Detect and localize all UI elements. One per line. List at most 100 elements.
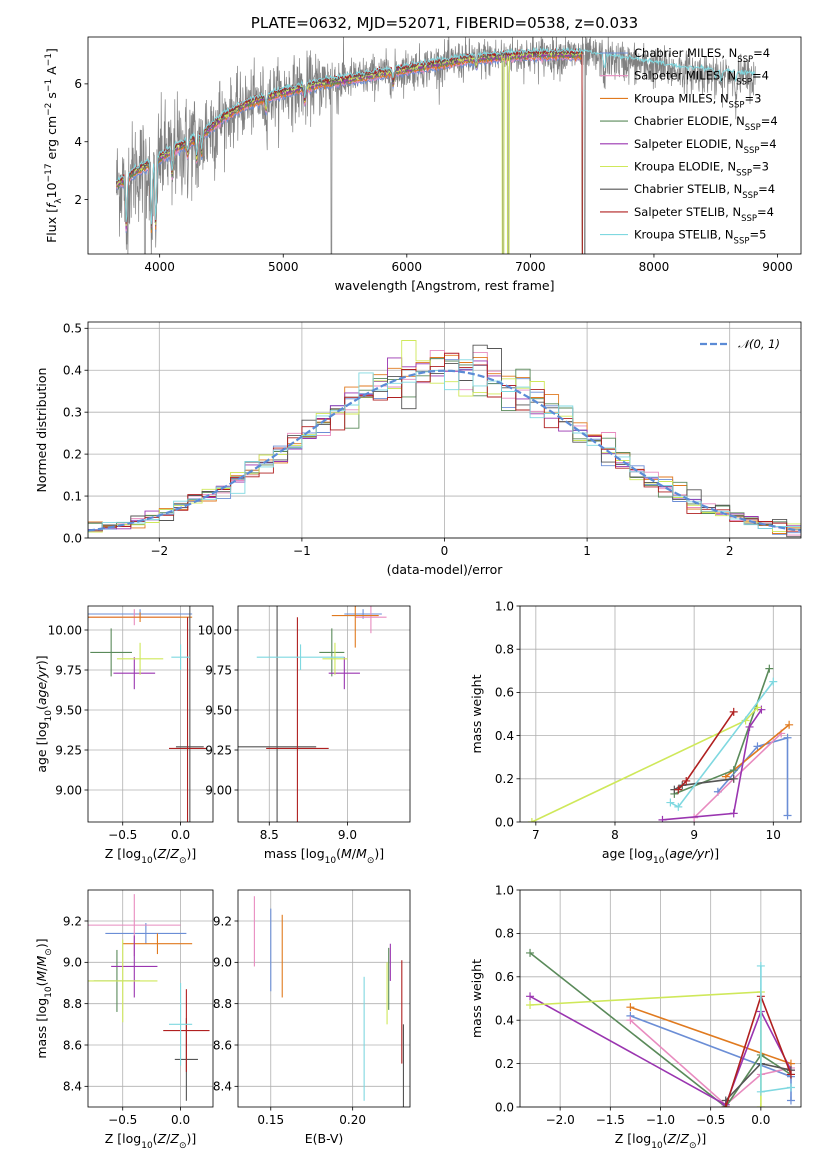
hist-step-ks bbox=[88, 359, 801, 538]
legend-label-cm: Chabrier MILES, NSSP=4 bbox=[634, 46, 770, 65]
age_vs_mass-ytick-label: 9.50 bbox=[205, 703, 232, 717]
age_vs_Z-ytick-label: 9.25 bbox=[55, 743, 82, 757]
errorbar-ks bbox=[169, 983, 193, 1066]
weight-marker-ss bbox=[721, 1103, 730, 1107]
age_vs_mass-ytick-label: 9.00 bbox=[205, 783, 232, 797]
age_vs_mass-xtick-label: 8.5 bbox=[260, 828, 279, 842]
errorbar-ce bbox=[319, 628, 345, 677]
spectrum-xlabel: wavelength [Angstrom, rest frame] bbox=[334, 278, 554, 293]
errorbar-km bbox=[331, 606, 379, 648]
weight-line-se bbox=[529, 995, 792, 1106]
weight-marker-ss bbox=[729, 707, 738, 716]
mass_vs_ebv-ytick-label: 8.6 bbox=[213, 1038, 232, 1052]
age_vs_Z-grid bbox=[88, 606, 213, 822]
weight-marker-km bbox=[626, 1003, 635, 1012]
weight_vs_Z-ytick-label: 0.4 bbox=[495, 1014, 514, 1028]
legend-label-cs: Chabrier STELIB, NSSP=4 bbox=[634, 182, 775, 201]
weight-line-sm bbox=[693, 732, 782, 819]
weight_vs_age-frame bbox=[519, 605, 802, 823]
age_vs_mass-xtick-label: 9.0 bbox=[338, 828, 357, 842]
errorbar-ks bbox=[171, 644, 190, 670]
weight_vs_age-ytick-label: 0.4 bbox=[495, 729, 514, 743]
mass_vs_Z-xtick-label: 0.0 bbox=[171, 1113, 190, 1127]
errorbar-ss bbox=[169, 617, 207, 822]
mass_vs_Z-ytick-label: 8.4 bbox=[63, 1080, 82, 1094]
spectrum-xtick-label: 7000 bbox=[515, 260, 546, 274]
spectrum-xtick-label: 8000 bbox=[639, 260, 670, 274]
age_vs_mass-ytick-label: 10.00 bbox=[198, 623, 232, 637]
spectrum-model-ks bbox=[116, 46, 756, 225]
weight_vs_age-ylabel: mass weight bbox=[469, 674, 484, 753]
errorbar-cm bbox=[105, 923, 187, 944]
errorbar-cs bbox=[175, 606, 204, 822]
weight-marker-se bbox=[526, 992, 535, 1001]
residuals-xtick-label: 2 bbox=[726, 544, 734, 558]
mass_vs_ebv-xlabel: E(B-V) bbox=[305, 1131, 344, 1146]
mass_vs_Z-grid bbox=[88, 890, 213, 1107]
weight_vs_Z-axes: −2.0 −1.5 −1.0 −0.5 0.0 0.0 0.2 0.4 0.6 0.8 1.0 Z [… bbox=[469, 883, 802, 1151]
spectrum-legend: Chabrier MILES, NSSP=4 Salpeter MILES, NS… bbox=[600, 46, 778, 247]
age_vs_Z-axes: −0.5 0.0 9.00 9.25 9.50 9.75 10.00 Z [log10(Z/Z… bbox=[34, 605, 214, 866]
residuals-ytick-label: 0.5 bbox=[63, 322, 82, 336]
age_vs_Z-xlabel: Z [log10(Z/Z⊙)] bbox=[105, 846, 197, 866]
weight-marker-cm bbox=[783, 733, 792, 742]
legend-label-se: Salpeter ELODIE, NSSP=4 bbox=[634, 137, 777, 156]
errorbar-ks bbox=[256, 644, 345, 670]
legend-label-ce: Chabrier ELODIE, NSSP=4 bbox=[634, 114, 778, 133]
weight-marker-ke bbox=[756, 1103, 765, 1107]
weight_vs_Z-ylabel: mass weight bbox=[469, 959, 484, 1038]
age_vs_mass-axes: 8.5 9.0 9.00 9.25 9.50 9.75 10.00 mass [log10(M… bbox=[198, 605, 411, 866]
residuals-plot bbox=[88, 340, 801, 538]
weight_vs_age-ytick-label: 0.6 bbox=[495, 686, 514, 700]
weight-marker-ce bbox=[765, 664, 774, 673]
residuals-xtick-label: 0 bbox=[441, 544, 449, 558]
weight-line-km bbox=[725, 724, 790, 778]
weight-marker-se bbox=[729, 809, 738, 818]
spectrum-model-cs bbox=[115, 48, 583, 254]
residuals-xtick-label: −1 bbox=[293, 544, 311, 558]
mass_vs_Z-axes: −0.5 0.0 8.4 8.6 8.8 9.0 9.2 Z [log10(Z/Z⊙)] mas… bbox=[34, 889, 214, 1151]
weight_vs_age-xtick-label: 8 bbox=[611, 828, 619, 842]
plot-layer: 4000 5000 6000 7000 8000 9000 2 4 6 Chabrier MILE… bbox=[34, 36, 802, 1151]
mass_vs_ebv-plot bbox=[253, 896, 404, 1107]
mass_vs_Z-plot bbox=[88, 894, 210, 1101]
age_vs_mass-plot bbox=[238, 606, 387, 822]
weight_vs_age-axes: 7 8 9 10 0.0 0.2 0.4 0.6 0.8 1.0 age [log10(age/yr… bbox=[469, 599, 802, 866]
age_vs_Z-xtick-label: 0.0 bbox=[171, 828, 190, 842]
age_vs_Z-ylabel: age [log10(age/yr)] bbox=[34, 655, 54, 772]
weight_vs_Z-ytick-label: 0.8 bbox=[495, 927, 514, 941]
weight_vs_Z-xtick-label: −2.0 bbox=[546, 1113, 575, 1127]
age_vs_Z-ytick-label: 9.75 bbox=[55, 663, 82, 677]
residuals-frame bbox=[87, 321, 802, 539]
weight-marker-ke bbox=[526, 1001, 535, 1010]
age_vs_Z-ytick-label: 10.00 bbox=[48, 623, 82, 637]
weight_vs_age-xlabel: age [log10(age/yr)] bbox=[602, 846, 719, 866]
mass_vs_ebv-frame bbox=[237, 889, 411, 1108]
mass_vs_Z-ytick-label: 9.0 bbox=[63, 956, 82, 970]
weight-marker-sm bbox=[626, 1016, 635, 1025]
spectrum-model-se bbox=[115, 50, 583, 254]
weight-line-ke bbox=[529, 991, 762, 1107]
mass_vs_ebv-xtick-label: 0.15 bbox=[257, 1113, 284, 1127]
legend-label-ke: Kroupa ELODIE, NSSP=3 bbox=[634, 160, 769, 179]
spectrum-xtick-label: 6000 bbox=[392, 260, 423, 274]
spectrum-ytick-label: 2 bbox=[74, 193, 82, 207]
legend-label-ss: Salpeter STELIB, NSSP=4 bbox=[634, 205, 774, 224]
mass_vs_ebv-ytick-label: 8.4 bbox=[213, 1080, 232, 1094]
age_vs_mass-ytick-label: 9.25 bbox=[205, 743, 232, 757]
mass_vs_ebv-grid bbox=[238, 890, 410, 1107]
age_vs_mass-xlabel: mass [log10(M/M⊙)] bbox=[264, 846, 384, 866]
weight-marker-se bbox=[658, 815, 667, 822]
weight-marker-cs bbox=[729, 774, 738, 783]
weight_vs_Z-frame bbox=[519, 889, 802, 1108]
weight_vs_Z-ytick-label: 0.6 bbox=[495, 970, 514, 984]
mass_vs_Z-ytick-label: 9.2 bbox=[63, 914, 82, 928]
age_vs_Z-frame bbox=[87, 605, 214, 823]
legend-label-sm: Salpeter MILES, NSSP=4 bbox=[634, 69, 769, 88]
errorbar-ke bbox=[322, 642, 348, 675]
errorbar-ss bbox=[266, 617, 329, 822]
residuals-ytick-label: 0.0 bbox=[63, 531, 82, 545]
residuals-xtick-label: −2 bbox=[150, 544, 168, 558]
weight-marker-cm bbox=[786, 1096, 795, 1105]
weight-marker-ks bbox=[666, 798, 675, 807]
